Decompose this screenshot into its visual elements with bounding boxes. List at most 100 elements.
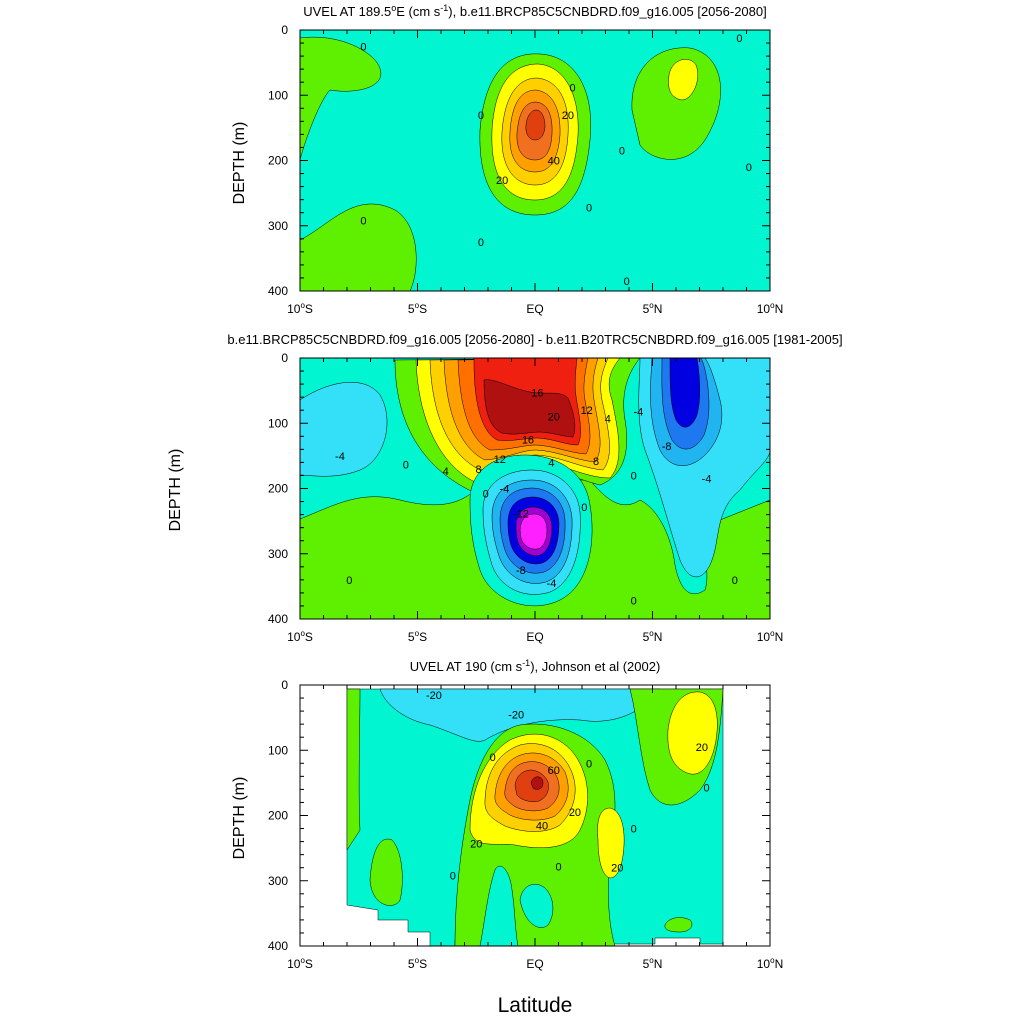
panel-3-title: UVEL AT 190 (cm s-1), Johnson et al (200… [410,658,661,674]
contour-label: 20 [562,110,574,122]
x-tick-label: 5oN [643,301,663,316]
contour-label: -8 [516,565,526,577]
contour-label: 0 [746,162,752,174]
contour-label: -4 [335,451,345,463]
x-tick-label: EQ [526,630,543,644]
contour-label: 40 [548,156,560,168]
contour-label: 0 [570,82,576,94]
y-tick-label: 400 [268,612,288,626]
contour-label: 12 [581,405,593,417]
contour-label: 60 [548,765,560,777]
y-tick-label: 0 [281,678,288,692]
contour-label: 0 [483,489,489,501]
contour-label: 0 [631,470,637,482]
x-tick-label: 10oN [757,956,783,971]
x-tick-label: 5oS [408,629,427,644]
contour-label: -20 [508,709,524,721]
x-tick-label: 10oS [287,956,313,971]
contour-label: -4 [702,474,712,486]
contour-label: 0 [631,824,637,836]
contour-label: -20 [426,690,442,702]
panel-2-contour-labels: -4 0 4 8 12 16 16 20 12 4 8 4 -4 -8 -4 0 0 -4 0 -12 -8 -4 0 0 0 [335,388,738,608]
contour-label: 0 [555,861,561,873]
contour-label: 20 [569,807,581,819]
y-tick-label: 300 [268,874,288,888]
y-tick-label: 0 [281,23,288,37]
contour-label: 4 [605,414,611,426]
contour-label: 8 [476,464,482,476]
contour-label: 0 [586,758,592,770]
y-tick-label: 300 [268,547,288,561]
y-tick-label: 400 [268,284,288,298]
contour-label: 0 [631,596,637,608]
contour-label: -4 [634,407,644,419]
x-tick-label: 10oS [287,301,313,316]
contour-label: 0 [360,216,366,228]
y-tick-label: 0 [281,351,288,365]
contour-label: 20 [548,412,560,424]
contour-label: 4 [443,466,449,478]
contour-label: 0 [619,146,625,158]
x-tick-label: 10oN [757,301,783,316]
x-tick-label: EQ [526,957,543,971]
contour-label: 0 [478,237,484,249]
contour-label: 0 [581,502,587,514]
contour-label: 40 [536,820,548,832]
panel-3-ylabel: DEPTH (m) [231,777,248,860]
panel-2-contour-field [300,358,770,619]
x-tick-label: 5oN [643,956,663,971]
x-tick-label: 5oN [643,629,663,644]
contour-label: 0 [403,459,409,471]
contour-label: 0 [478,110,484,122]
panel-3-contour-labels: -20 -20 0 60 40 20 0 20 0 0 20 0 20 0 [426,690,710,883]
contour-label: 0 [624,276,630,288]
y-tick-label: 400 [268,939,288,953]
panel-1-ylabel: DEPTH (m) [231,122,248,205]
contour-label: 20 [496,175,508,187]
y-tick-label: 200 [268,154,288,168]
panel-3-contour-field [346,688,724,946]
contour-label: 0 [586,202,592,214]
contour-label: 0 [703,782,709,794]
contour-label: 0 [736,33,742,45]
panel-2-title: b.e11.BRCP85C5CNBDRD.f09_g16.005 [2056-2… [227,332,842,347]
contour-label: 0 [450,871,456,883]
contour-label: 0 [732,575,738,587]
x-tick-label: EQ [526,302,543,316]
y-tick-label: 100 [268,416,288,430]
y-tick-label: 300 [268,219,288,233]
contour-label: 16 [531,388,543,400]
contour-label: 20 [696,742,708,754]
y-tick-label: 200 [268,809,288,823]
contour-label: 4 [548,457,554,469]
y-tick-label: 100 [268,88,288,102]
x-axis-label: Latitude [498,994,573,1017]
contour-label: 8 [593,456,599,468]
contour-label: -4 [547,578,557,590]
x-tick-label: 5oS [408,956,427,971]
y-tick-label: 100 [268,743,288,757]
x-tick-label: 10oS [287,629,313,644]
contour-label: 0 [490,752,496,764]
panel-1-contour-field [300,30,770,291]
contour-label: -4 [500,484,510,496]
contour-label: -8 [662,441,672,453]
x-tick-label: 5oS [408,301,427,316]
panel-1-title: UVEL AT 189.5oE (cm s-1), b.e11.BRCP85C5… [303,3,766,19]
x-tick-label: 10oN [757,629,783,644]
contour-label: -12 [513,508,529,520]
contour-label: 0 [360,41,366,53]
contour-label: 0 [346,575,352,587]
contour-label: 12 [494,454,506,466]
y-tick-label: 200 [268,482,288,496]
contour-label: 16 [522,435,534,447]
contour-label: 20 [611,863,623,875]
panel-1-contour-labels: 0 0 20 0 40 20 0 0 0 0 0 0 0 [360,33,752,288]
